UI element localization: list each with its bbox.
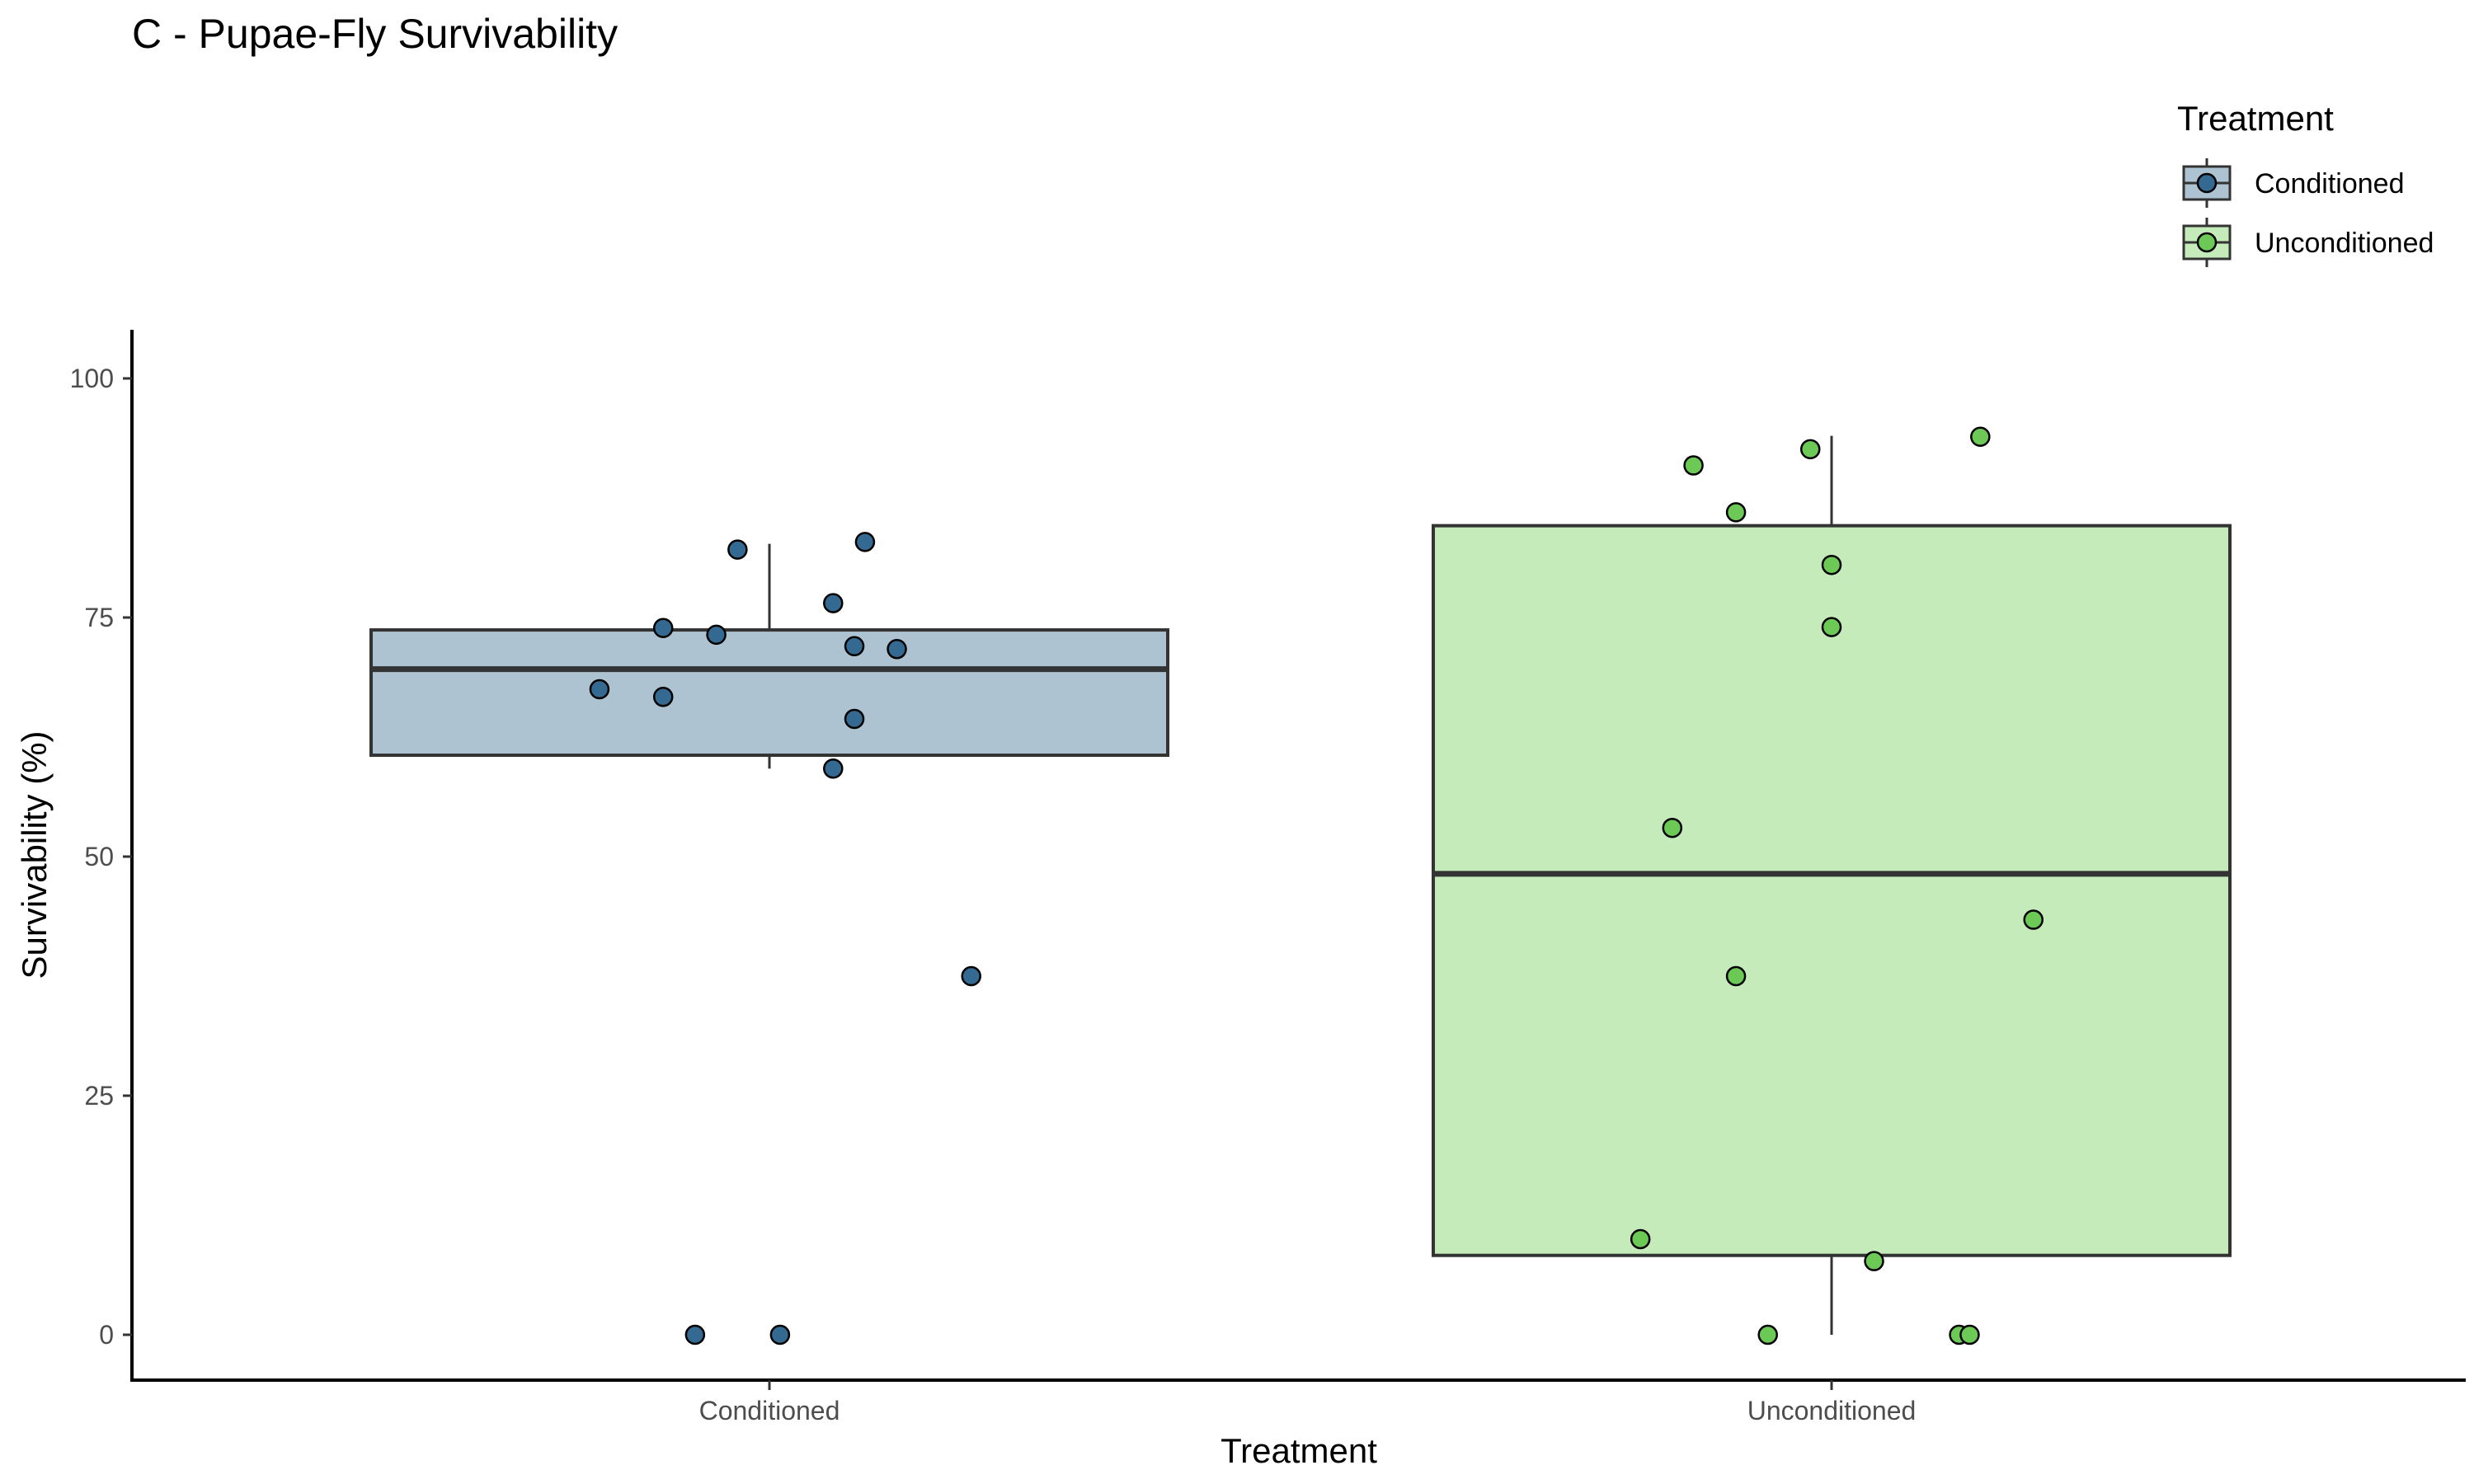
data-point — [823, 593, 844, 613]
legend-key-point — [2196, 232, 2218, 253]
data-point — [684, 1324, 706, 1345]
x-axis-title: Treatment — [1221, 1431, 1377, 1470]
x-axis-ticks: Conditioned Unconditioned — [699, 1380, 1917, 1425]
data-point — [1662, 817, 1683, 838]
data-point — [1959, 1324, 1980, 1345]
box-layer — [369, 435, 2232, 1335]
point-layer — [589, 426, 2044, 1345]
data-point — [1757, 1324, 1778, 1345]
chart-title: C - Pupae-Fly Survivability — [132, 11, 618, 57]
y-axis-title: Survivability (%) — [15, 730, 54, 979]
data-point — [1970, 426, 1991, 448]
y-tick-label: 0 — [99, 1320, 114, 1350]
data-point — [854, 532, 876, 552]
data-point — [844, 636, 865, 657]
legend-title: Treatment — [2177, 99, 2334, 138]
legend-label: Unconditioned — [2255, 228, 2434, 259]
y-tick-label: 75 — [84, 603, 114, 632]
data-point — [844, 708, 865, 730]
y-tick-label: 50 — [84, 842, 114, 871]
legend-key-point — [2196, 172, 2218, 194]
y-tick-label: 25 — [84, 1081, 114, 1111]
data-point — [1864, 1251, 1884, 1271]
data-point — [589, 679, 610, 700]
data-point — [1630, 1228, 1651, 1250]
data-point — [1725, 965, 1747, 987]
data-point — [1725, 502, 1747, 523]
data-point — [652, 687, 674, 707]
data-point — [2023, 909, 2044, 930]
data-point — [1821, 554, 1842, 575]
data-point — [727, 539, 748, 560]
data-point — [823, 758, 844, 779]
x-tick-label: Conditioned — [699, 1396, 840, 1425]
y-tick-label: 100 — [70, 364, 114, 393]
box-iqr — [369, 628, 1169, 758]
data-point — [1799, 439, 1821, 460]
data-point — [706, 624, 727, 646]
data-point — [961, 965, 981, 987]
data-point — [1821, 617, 1842, 637]
data-point — [769, 1324, 791, 1345]
data-point — [652, 618, 674, 639]
legend: Treatment Conditioned Unconditioned — [2177, 99, 2434, 267]
data-point — [887, 639, 907, 660]
y-axis-ticks: 0 25 50 75 100 — [70, 364, 132, 1350]
legend-label: Conditioned — [2255, 168, 2404, 200]
data-point — [1683, 455, 1704, 476]
box-iqr — [1432, 524, 2232, 1257]
x-tick-label: Unconditioned — [1747, 1396, 1917, 1425]
